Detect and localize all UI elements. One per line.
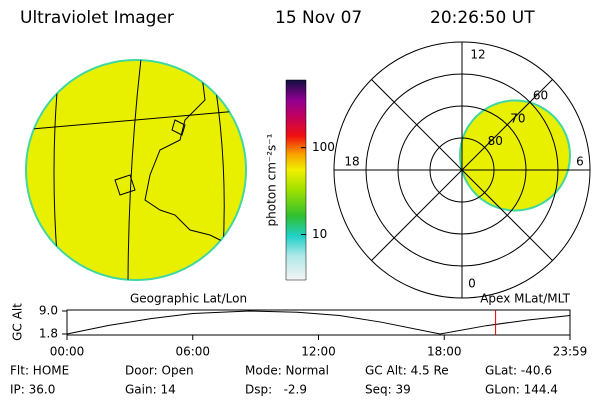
lat-label: 80 (488, 134, 503, 148)
colorbar (285, 79, 307, 281)
x-tick-label: 23:59 (553, 345, 588, 359)
left-title: Geographic Lat/Lon (130, 292, 247, 306)
colorbar-tick-label: 10 (312, 227, 327, 241)
y-tick-label: 9.0 (39, 304, 58, 318)
colorbar-label: photon cm⁻²s⁻¹ (265, 133, 279, 226)
date: 15 Nov 07 (275, 8, 362, 28)
colorbar-tick-label: 100 (312, 140, 335, 154)
time: 20:26:50 UT (430, 8, 535, 28)
mlt-label: 18 (344, 155, 359, 169)
status-field: Dsp: -2.9 (245, 383, 307, 397)
status-field: GLat: -40.6 (485, 364, 552, 378)
y-tick-label: 1.8 (39, 327, 58, 341)
lat-circle (365, 73, 559, 267)
status-field: Seq: 39 (365, 383, 411, 397)
status-field: IP: 36.0 (10, 383, 55, 397)
title: Ultraviolet Imager (20, 8, 174, 28)
altitude-line (66, 310, 571, 335)
x-tick-label: 12:00 (301, 345, 336, 359)
status-field: Flt: HOME (10, 364, 69, 378)
right-title: Apex MLat/MLT (480, 292, 570, 306)
earth-image (25, 59, 247, 281)
mlt-label: 6 (576, 155, 584, 169)
status-field: Door: Open (125, 364, 194, 378)
x-tick-label: 06:00 (175, 345, 210, 359)
mlt-label: 0 (468, 277, 476, 291)
polar-plot (333, 41, 591, 299)
y-label: GC Alt (11, 303, 25, 341)
status-field: GC Alt: 4.5 Re (365, 364, 449, 378)
mlt-label: 12 (470, 48, 485, 62)
x-tick-label: 00:00 (50, 345, 85, 359)
x-tick-label: 18:00 (427, 345, 462, 359)
lat-label: 70 (510, 111, 525, 125)
lat-circle (429, 137, 495, 203)
status-field: Mode: Normal (245, 364, 329, 378)
status-field: GLon: 144.4 (485, 383, 558, 397)
lat-circle (397, 105, 527, 235)
status-field: Gain: 14 (125, 383, 176, 397)
lat-label: 60 (533, 89, 548, 103)
